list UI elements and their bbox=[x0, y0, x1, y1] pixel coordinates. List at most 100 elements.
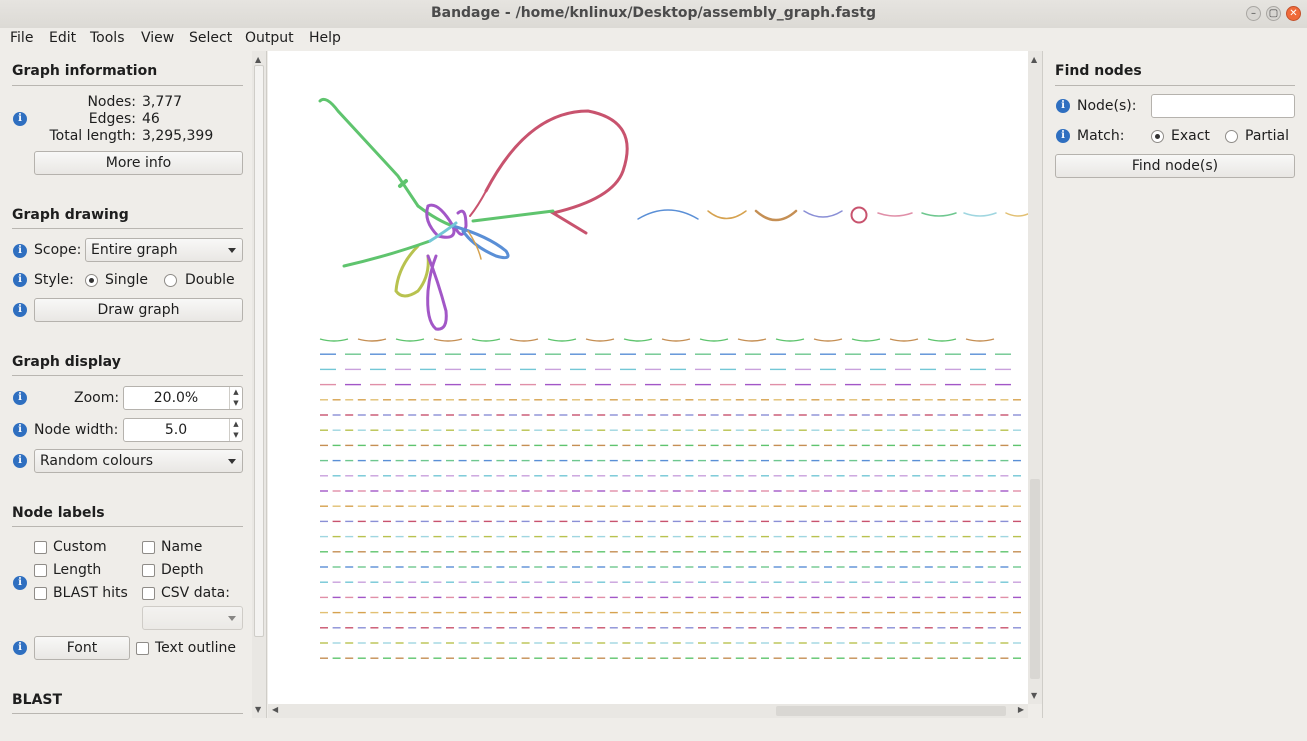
graph-node[interactable] bbox=[623, 338, 653, 342]
splitter[interactable] bbox=[1042, 51, 1043, 718]
csv-data-checkbox[interactable] bbox=[142, 587, 155, 600]
info-icon[interactable]: i bbox=[13, 303, 27, 317]
graph-node[interactable] bbox=[416, 204, 455, 228]
graph-node[interactable] bbox=[318, 97, 420, 208]
graph-node[interactable] bbox=[469, 190, 487, 217]
graph-node[interactable] bbox=[965, 338, 995, 342]
canvas-horizontal-scrollbar[interactable]: ◀ ▶ bbox=[268, 704, 1028, 718]
spin-arrows-icon[interactable]: ▲ ▼ bbox=[229, 387, 242, 409]
info-icon[interactable]: i bbox=[1056, 129, 1070, 143]
graph-node[interactable] bbox=[699, 338, 729, 342]
menu-select[interactable]: Select bbox=[189, 30, 233, 46]
graph-canvas[interactable] bbox=[268, 51, 1028, 704]
graph-node[interactable] bbox=[547, 338, 577, 342]
colour-scheme-dropdown[interactable]: Random colours bbox=[34, 449, 243, 473]
graph-node[interactable] bbox=[754, 209, 798, 222]
depth-checkbox[interactable] bbox=[142, 564, 155, 577]
splitter[interactable] bbox=[266, 51, 267, 718]
graph-node[interactable] bbox=[850, 206, 868, 224]
info-icon[interactable]: i bbox=[13, 641, 27, 655]
scrollbar-thumb[interactable] bbox=[1030, 479, 1040, 679]
blast-hits-checkbox[interactable] bbox=[34, 587, 47, 600]
spin-arrows-icon[interactable]: ▲ ▼ bbox=[229, 419, 242, 441]
graph-node[interactable] bbox=[342, 239, 432, 268]
draw-graph-button[interactable]: Draw graph bbox=[34, 298, 243, 322]
style-single-radio[interactable] bbox=[85, 274, 98, 287]
graph-node[interactable] bbox=[425, 203, 456, 239]
scroll-up-icon[interactable]: ▲ bbox=[255, 55, 262, 64]
style-double-radio[interactable] bbox=[164, 274, 177, 287]
graph-node[interactable] bbox=[319, 338, 349, 342]
graph-node[interactable] bbox=[813, 338, 843, 342]
maximize-icon[interactable]: ▢ bbox=[1266, 6, 1281, 21]
scroll-right-icon[interactable]: ▶ bbox=[1017, 705, 1024, 714]
scroll-left-icon[interactable]: ◀ bbox=[272, 705, 279, 714]
menu-view[interactable]: View bbox=[141, 30, 175, 46]
graph-node[interactable] bbox=[851, 338, 881, 342]
graph-node[interactable] bbox=[707, 210, 747, 220]
info-icon[interactable]: i bbox=[13, 576, 27, 590]
graph-node[interactable] bbox=[775, 338, 805, 342]
scroll-down-icon[interactable]: ▼ bbox=[1031, 691, 1038, 700]
node-ids-input[interactable] bbox=[1151, 94, 1295, 118]
graph-node[interactable] bbox=[889, 338, 919, 342]
menu-output[interactable]: Output bbox=[245, 30, 294, 46]
text-outline-checkbox[interactable] bbox=[136, 642, 149, 655]
graph-node[interactable] bbox=[428, 221, 458, 243]
info-icon[interactable]: i bbox=[13, 423, 27, 437]
info-icon[interactable]: i bbox=[13, 454, 27, 468]
graph-node[interactable] bbox=[921, 212, 957, 217]
custom-checkbox[interactable] bbox=[34, 541, 47, 554]
graph-node[interactable] bbox=[963, 212, 997, 217]
match-exact-radio[interactable] bbox=[1151, 130, 1164, 143]
close-icon[interactable]: ✕ bbox=[1286, 6, 1301, 21]
csv-data-dropdown[interactable] bbox=[142, 606, 243, 630]
graph-node[interactable] bbox=[467, 230, 482, 260]
graph-node[interactable] bbox=[471, 338, 501, 342]
info-icon[interactable]: i bbox=[1056, 99, 1070, 113]
info-icon[interactable]: i bbox=[13, 112, 27, 126]
info-icon[interactable]: i bbox=[13, 244, 27, 258]
graph-node[interactable] bbox=[803, 210, 843, 218]
info-icon[interactable]: i bbox=[13, 391, 27, 405]
menu-tools[interactable]: Tools bbox=[90, 30, 125, 46]
graph-node[interactable] bbox=[585, 338, 615, 342]
graph-node[interactable] bbox=[471, 209, 555, 223]
graph-node[interactable] bbox=[484, 109, 629, 235]
canvas-vertical-scrollbar[interactable]: ▲ ▼ bbox=[1028, 51, 1042, 704]
minimize-icon[interactable]: – bbox=[1246, 6, 1261, 21]
graph-node[interactable] bbox=[426, 254, 448, 331]
assembly-graph-drawing[interactable] bbox=[268, 51, 1028, 704]
graph-node[interactable] bbox=[451, 224, 510, 260]
graph-node[interactable] bbox=[637, 209, 699, 220]
font-button[interactable]: Font bbox=[34, 636, 130, 660]
graph-node[interactable] bbox=[1005, 212, 1028, 217]
graph-node[interactable] bbox=[509, 338, 539, 342]
graph-node[interactable] bbox=[661, 338, 691, 342]
graph-node[interactable] bbox=[433, 338, 463, 342]
length-checkbox[interactable] bbox=[34, 564, 47, 577]
graph-node[interactable] bbox=[357, 338, 387, 342]
menu-edit[interactable]: Edit bbox=[49, 30, 77, 46]
node-width-spinbox[interactable]: 5.0 ▲ ▼ bbox=[123, 418, 243, 442]
graph-node[interactable] bbox=[877, 212, 913, 217]
graph-node[interactable] bbox=[398, 179, 408, 188]
scroll-down-icon[interactable]: ▼ bbox=[255, 705, 262, 714]
match-partial-radio[interactable] bbox=[1225, 130, 1238, 143]
graph-node[interactable] bbox=[737, 338, 767, 342]
find-nodes-button[interactable]: Find node(s) bbox=[1055, 154, 1295, 178]
name-checkbox[interactable] bbox=[142, 541, 155, 554]
menu-file[interactable]: File bbox=[10, 30, 34, 46]
graph-node[interactable] bbox=[927, 338, 957, 342]
graph-node[interactable] bbox=[394, 244, 430, 298]
graph-node[interactable] bbox=[454, 209, 468, 236]
info-icon[interactable]: i bbox=[13, 273, 27, 287]
left-panel-scrollbar[interactable]: ▲ ▼ bbox=[252, 51, 266, 718]
more-info-button[interactable]: More info bbox=[34, 151, 243, 175]
menu-help[interactable]: Help bbox=[309, 30, 341, 46]
scrollbar-thumb[interactable] bbox=[776, 706, 1006, 716]
zoom-spinbox[interactable]: 20.0% ▲ ▼ bbox=[123, 386, 243, 410]
scrollbar-thumb[interactable] bbox=[254, 65, 264, 637]
scope-dropdown[interactable]: Entire graph bbox=[85, 238, 243, 262]
scroll-up-icon[interactable]: ▲ bbox=[1031, 55, 1038, 64]
